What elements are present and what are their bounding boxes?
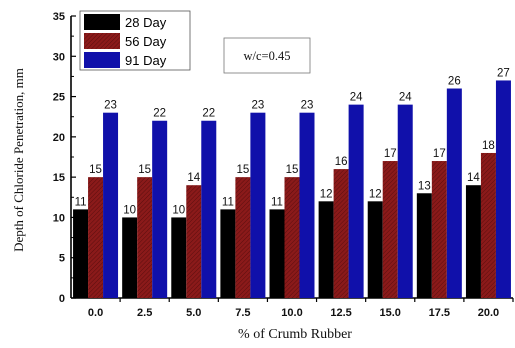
data-label: 24 <box>350 92 363 104</box>
y-tick-label: 15 <box>53 172 65 184</box>
x-tick-label: 12.5 <box>330 307 351 319</box>
data-label: 14 <box>187 172 200 184</box>
data-label: 23 <box>301 100 314 112</box>
x-tick-label: 20.0 <box>478 307 499 319</box>
bar <box>431 161 447 298</box>
y-tick-label: 25 <box>53 92 65 104</box>
x-tick-label: 10.0 <box>281 307 302 319</box>
data-label: 12 <box>320 188 333 200</box>
data-label: 15 <box>286 164 299 176</box>
bar <box>186 185 202 298</box>
bar <box>152 120 168 298</box>
y-tick-label: 5 <box>59 253 65 265</box>
data-label: 18 <box>482 140 495 152</box>
bar <box>269 209 285 298</box>
data-label: 16 <box>335 156 348 168</box>
bar <box>348 104 364 298</box>
legend: 28 Day 56 Day 91 Day <box>79 10 191 71</box>
y-tick-label: 30 <box>53 51 65 63</box>
x-tick-label: 0.0 <box>88 307 103 319</box>
y-tick-label: 0 <box>59 293 65 305</box>
data-label: 10 <box>172 204 185 216</box>
data-label: 12 <box>369 188 382 200</box>
bar <box>333 169 349 298</box>
data-label: 15 <box>236 164 249 176</box>
data-label: 17 <box>433 148 446 160</box>
bar <box>220 209 236 298</box>
legend-label-56-day: 56 Day <box>125 34 167 49</box>
data-label: 24 <box>399 92 412 104</box>
bar <box>367 201 383 298</box>
bar <box>250 112 266 298</box>
x-tick-label: 7.5 <box>235 307 250 319</box>
y-tick-label: 10 <box>53 212 65 224</box>
data-label: 15 <box>89 164 102 176</box>
bar <box>171 217 187 298</box>
x-tick-label: 5.0 <box>186 307 201 319</box>
annotation: w/c=0.45 <box>223 37 311 74</box>
data-label: 27 <box>497 67 510 79</box>
bar <box>495 80 511 298</box>
bar <box>201 120 217 298</box>
bar <box>299 112 315 298</box>
legend-swatch-91-day <box>84 52 120 68</box>
data-label: 17 <box>384 148 397 160</box>
tick-labels: 0 5 10 15 20 25 30 35 0.0 2.5 5.0 7.5 10.0 12.5 15.0 17… <box>53 11 499 319</box>
data-label: 23 <box>104 100 117 112</box>
x-tick-label: 17.5 <box>429 307 450 319</box>
y-tick-label: 35 <box>53 11 65 23</box>
data-label: 11 <box>75 196 87 208</box>
data-label: 11 <box>222 196 234 208</box>
data-labels: 11 15 23 10 15 22 10 14 22 11 15 23 11 15 23 12 16 24 12 17… <box>75 67 510 216</box>
bar <box>284 177 300 298</box>
bar <box>137 177 153 298</box>
bar <box>382 161 398 298</box>
annotation-text: w/c=0.45 <box>244 49 291 63</box>
bar <box>122 217 138 298</box>
bar <box>88 177 104 298</box>
y-axis-title: Depth of Chloride Penetration, mm <box>11 68 26 252</box>
data-label: 13 <box>418 180 431 192</box>
legend-swatch-28-day <box>84 14 120 30</box>
annotation-box <box>223 37 311 74</box>
bar <box>397 104 413 298</box>
data-label: 22 <box>153 108 166 120</box>
x-tick-label: 15.0 <box>380 307 401 319</box>
bar <box>103 112 119 298</box>
x-tick-label: 2.5 <box>137 307 152 319</box>
data-label: 11 <box>271 196 283 208</box>
data-label: 22 <box>202 108 215 120</box>
legend-label-28-day: 28 Day <box>125 15 167 30</box>
data-label: 10 <box>123 204 136 216</box>
data-label: 14 <box>467 172 480 184</box>
bar <box>235 177 251 298</box>
bar <box>480 152 496 298</box>
bar <box>416 193 432 298</box>
legend-label-91-day: 91 Day <box>125 53 167 68</box>
bar <box>73 209 89 298</box>
data-label: 26 <box>448 76 461 88</box>
data-label: 15 <box>138 164 151 176</box>
x-axis-title: % of Crumb Rubber <box>238 327 352 342</box>
bars <box>73 80 511 298</box>
y-tick-label: 20 <box>53 132 65 144</box>
bar <box>318 201 334 298</box>
legend-swatch-56-day <box>84 33 120 49</box>
bar <box>465 185 481 298</box>
bar <box>446 88 462 298</box>
data-label: 23 <box>251 100 264 112</box>
